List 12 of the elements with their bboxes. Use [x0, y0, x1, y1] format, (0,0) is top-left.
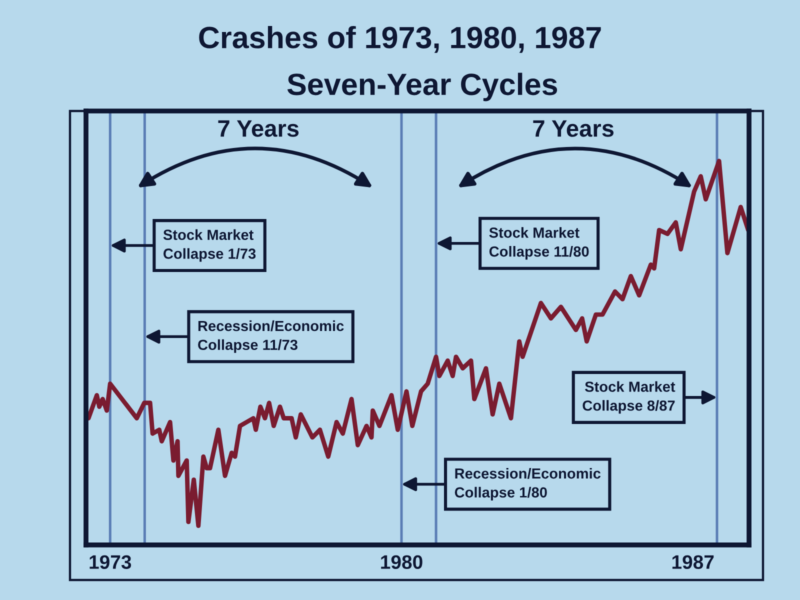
ref-line-label: Stock Market Collapse 1/73 [163, 229, 256, 262]
x-tick-label: 1987 [672, 555, 714, 569]
text: 7 Years [218, 120, 299, 137]
chart-subtitle: Seven-Year Cycles [287, 72, 558, 102]
ref-line-label: Recession/Economic Collapse 1/80 [454, 468, 601, 500]
x-tick-label: 1973 [90, 555, 132, 570]
ref-line-label: Recession/Economic Collapse 11/73 [198, 320, 344, 353]
ref-line-label: Stock Market Collapse 11/80 [489, 227, 589, 260]
ref-line-label: Stock Market Collapse 8/87 [582, 381, 676, 414]
x-tick-label: 1980 [381, 555, 422, 569]
chart-title: Crashes of 1973, 1980, 1987 [199, 26, 601, 53]
text: 7 Years [533, 120, 614, 137]
